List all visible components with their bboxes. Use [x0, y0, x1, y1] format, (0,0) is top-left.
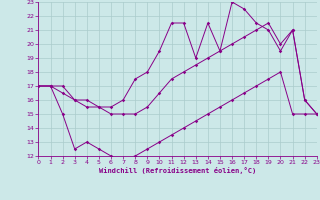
- X-axis label: Windchill (Refroidissement éolien,°C): Windchill (Refroidissement éolien,°C): [99, 167, 256, 174]
